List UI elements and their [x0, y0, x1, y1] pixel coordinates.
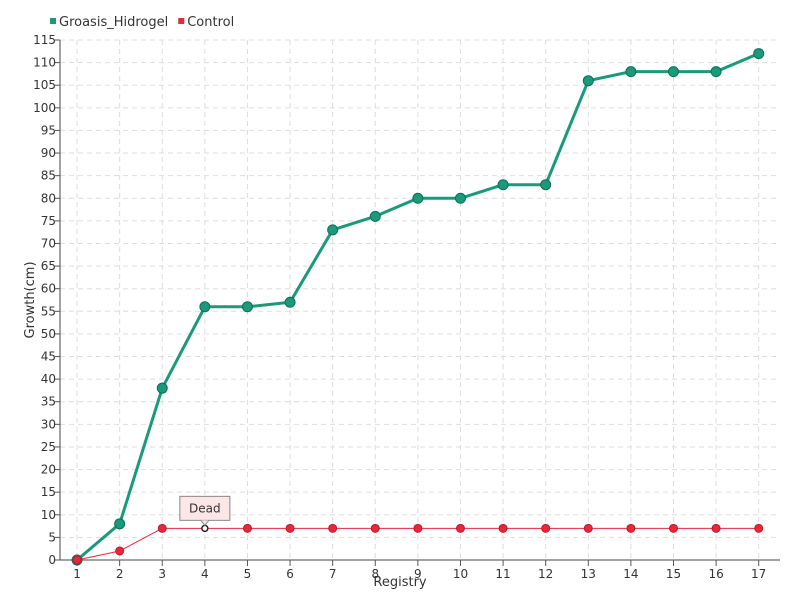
- x-tick-label: 4: [201, 567, 209, 581]
- data-point[interactable]: [115, 546, 125, 556]
- y-tick-label: 0: [48, 553, 56, 567]
- series-control: [72, 523, 764, 565]
- data-point[interactable]: [369, 210, 381, 222]
- legend-item-groasis-hidrogel[interactable]: Groasis_Hidrogel: [50, 15, 168, 30]
- x-tick-label: 13: [581, 567, 596, 581]
- x-tick-label: 5: [244, 567, 252, 581]
- callout-label: Dead: [189, 501, 221, 515]
- data-point[interactable]: [753, 48, 765, 60]
- data-point[interactable]: [497, 179, 509, 191]
- axes: [59, 40, 780, 561]
- y-tick-label: 60: [41, 282, 56, 296]
- data-point[interactable]: [625, 66, 637, 78]
- data-point[interactable]: [241, 301, 253, 313]
- series-layer: [71, 48, 765, 566]
- grid: [60, 39, 780, 560]
- x-tick-label: 6: [286, 567, 294, 581]
- y-tick-label: 30: [41, 417, 56, 431]
- y-tick-label: 15: [41, 485, 56, 499]
- legend-swatch: [178, 18, 185, 24]
- y-tick-label: 100: [33, 101, 56, 115]
- data-point[interactable]: [668, 523, 678, 533]
- x-tick-label: 9: [414, 567, 422, 581]
- x-tick-label: 7: [329, 567, 337, 581]
- data-point[interactable]: [370, 523, 380, 533]
- y-tick-label: 10: [41, 508, 56, 522]
- data-point[interactable]: [413, 523, 423, 533]
- x-tick-label: 10: [453, 567, 468, 581]
- y-tick-label: 70: [41, 236, 56, 250]
- data-point[interactable]: [498, 523, 508, 533]
- y-tick-label: 110: [33, 56, 56, 70]
- data-point[interactable]: [156, 382, 168, 394]
- data-point[interactable]: [667, 66, 679, 78]
- data-point[interactable]: [412, 192, 424, 204]
- data-point[interactable]: [455, 523, 465, 533]
- data-point[interactable]: [583, 523, 593, 533]
- x-tick-label: 15: [666, 567, 681, 581]
- data-point[interactable]: [454, 192, 466, 204]
- x-tick-label: 11: [495, 567, 510, 581]
- data-point[interactable]: [284, 296, 296, 308]
- y-tick-label: 105: [33, 78, 56, 92]
- x-tick-label: 14: [623, 567, 638, 581]
- data-point[interactable]: [582, 75, 594, 87]
- x-tick-label: 2: [116, 567, 124, 581]
- data-point[interactable]: [242, 523, 252, 533]
- y-tick-label: 115: [33, 33, 56, 47]
- data-point[interactable]: [199, 301, 211, 313]
- data-point[interactable]: [541, 523, 551, 533]
- y-tick-label: 75: [41, 214, 56, 228]
- y-tick-label: 20: [41, 463, 56, 477]
- data-point[interactable]: [711, 523, 721, 533]
- x-tick-label: 17: [751, 567, 766, 581]
- data-point[interactable]: [328, 523, 338, 533]
- data-point[interactable]: [114, 518, 126, 530]
- annotation-layer: Dead: [179, 495, 231, 527]
- x-tick-label: 16: [708, 567, 723, 581]
- x-axis-title: Registry: [373, 575, 427, 590]
- y-tick-label: 40: [41, 372, 56, 386]
- y-tick-label: 5: [48, 530, 56, 544]
- legend-swatch: [50, 18, 56, 24]
- x-tick-label: 3: [158, 567, 166, 581]
- y-tick-label: 50: [41, 327, 56, 341]
- y-axis-ticks: 0 5 10 15 20 25 30 35 40 45 50 55 60 65 70 75 80 85 90 95 10…: [33, 33, 60, 567]
- legend-label: Groasis_Hidrogel: [59, 15, 168, 30]
- dead-callout: Dead: [179, 495, 231, 527]
- y-tick-label: 25: [41, 440, 56, 454]
- x-tick-label: 8: [371, 567, 379, 581]
- y-tick-label: 95: [41, 123, 56, 137]
- y-tick-label: 90: [41, 146, 56, 160]
- data-point[interactable]: [710, 66, 722, 78]
- y-tick-label: 85: [41, 169, 56, 183]
- y-axis-title: Growth(cm): [23, 261, 38, 338]
- data-point[interactable]: [540, 179, 552, 191]
- x-axis-ticks: 1 2 3 4 5 6 7 8 9 10 11 12 13 14 15 16 17: [73, 560, 766, 581]
- legend-label: Control: [187, 15, 234, 30]
- y-tick-label: 55: [41, 304, 56, 318]
- y-tick-label: 80: [41, 191, 56, 205]
- x-tick-label: 12: [538, 567, 553, 581]
- data-point[interactable]: [754, 523, 764, 533]
- legend[interactable]: Groasis_Hidrogel Control: [50, 15, 234, 30]
- data-point[interactable]: [157, 523, 167, 533]
- data-point[interactable]: [285, 523, 295, 533]
- series-groasis-hidrogel: [71, 48, 765, 566]
- data-point[interactable]: [201, 524, 209, 533]
- data-point[interactable]: [72, 555, 82, 565]
- data-point[interactable]: [626, 523, 636, 533]
- legend-item-control[interactable]: Control: [178, 15, 234, 30]
- data-point[interactable]: [327, 224, 339, 236]
- y-tick-label: 65: [41, 259, 56, 273]
- y-tick-label: 45: [41, 350, 56, 364]
- callout-pointer: [200, 520, 210, 527]
- x-tick-label: 1: [73, 567, 81, 581]
- y-tick-label: 35: [41, 395, 56, 409]
